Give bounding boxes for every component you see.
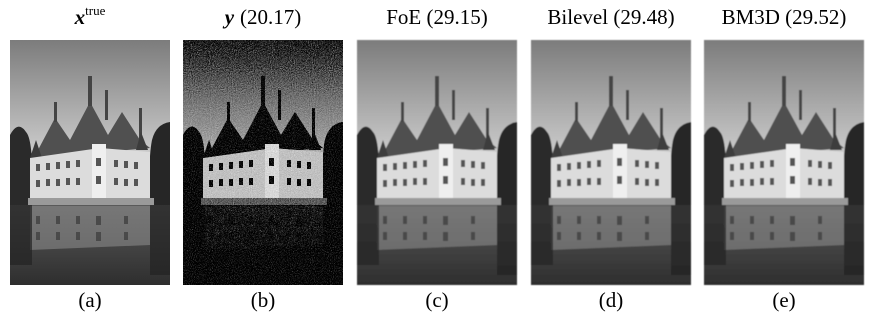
panel-label: (b) bbox=[251, 288, 276, 312]
panel-image bbox=[704, 40, 864, 285]
panel-title: Bilevel (29.48) bbox=[547, 5, 674, 29]
panel-title: BM3D (29.52) bbox=[722, 5, 847, 29]
panel-title: xtrue bbox=[74, 3, 106, 29]
panel-image bbox=[357, 40, 517, 285]
panel: y(20.17) (b) bbox=[183, 5, 343, 312]
panel: FoE (29.15) (c) bbox=[357, 5, 517, 312]
panel: xtrue (a) bbox=[10, 3, 170, 312]
panel-image bbox=[531, 40, 691, 285]
panel-image bbox=[10, 40, 170, 285]
panel-title: y(20.17) bbox=[222, 5, 302, 29]
title-text: BM3D (29.52) bbox=[722, 5, 847, 29]
panel: BM3D (29.52) (e) bbox=[704, 5, 864, 312]
page: xtrue (a) y(20.17) (b) FoE (29.15) (c) Bilevel… bbox=[0, 0, 875, 315]
math-symbol: x bbox=[74, 5, 86, 29]
panel-title: FoE (29.15) bbox=[386, 5, 488, 29]
figure: xtrue (a) y(20.17) (b) FoE (29.15) (c) Bilevel… bbox=[0, 0, 875, 315]
panel-label: (a) bbox=[78, 288, 101, 312]
superscript: true bbox=[85, 3, 105, 18]
title-text: FoE (29.15) bbox=[386, 5, 488, 29]
panel: Bilevel (29.48) (d) bbox=[531, 5, 691, 312]
panel-image bbox=[183, 40, 343, 285]
panel-label: (c) bbox=[425, 288, 448, 312]
panel-label: (d) bbox=[599, 288, 624, 312]
math-symbol: y bbox=[222, 5, 235, 29]
title-text: (20.17) bbox=[240, 5, 301, 29]
title-text: Bilevel (29.48) bbox=[547, 5, 674, 29]
panel-label: (e) bbox=[772, 288, 795, 312]
